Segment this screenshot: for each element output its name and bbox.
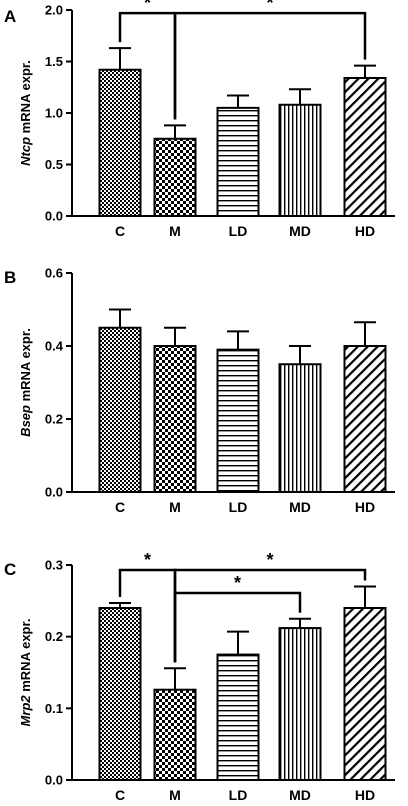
x-tick-label: C [115,223,125,239]
x-tick-label: HD [355,223,375,239]
bar-c [98,68,142,217]
y-tick-label: 0.5 [45,157,63,172]
bar-md [278,627,322,781]
y-tick-label: 0.1 [45,701,63,716]
y-axis-label: Bsep mRNA expr. [18,328,33,437]
y-tick-label: 2.0 [45,3,63,18]
significance-star: * [266,0,273,13]
y-tick-label: 1.0 [45,106,63,121]
x-tick-label: LD [229,223,248,239]
x-tick-label: LD [229,499,248,515]
y-axis-label-unit: mRNA expr. [18,60,33,137]
y-tick-label: 1.5 [45,54,63,69]
y-axis-label-unit: mRNA expr. [18,328,33,405]
x-tick-label: M [169,223,181,239]
panel-label: C [4,560,16,579]
bar-md [278,103,322,217]
y-tick-label: 0.2 [45,629,63,644]
x-tick-label: MD [289,787,311,803]
panel-label: A [4,7,16,26]
y-axis-label-gene: Bsep [18,405,33,437]
significance-star: * [234,573,241,593]
y-axis-label-unit: mRNA expr. [18,619,33,696]
significance-star: * [266,550,273,570]
x-tick-label: HD [355,787,375,803]
x-tick-label: LD [229,787,248,803]
bar-ld [216,348,260,493]
x-tick-label: M [169,787,181,803]
chart-panel-c: C Mrp2 mRNA expr. 0.0 0.1 0.2 0.3 C M LD MD HD * * * [4,550,395,803]
y-tick-label: 0.3 [45,558,63,573]
x-tick-label: MD [289,499,311,515]
y-axis-label: Ntcp mRNA expr. [18,60,33,166]
y-axis-label-gene: Mrp2 [18,695,33,727]
bar-md [278,363,322,493]
x-tick-label: M [169,499,181,515]
y-tick-label: 0.4 [45,339,64,354]
significance-star: * [144,550,151,570]
y-axis-label-gene: Ntcp [18,137,33,166]
y-tick-label: 0.2 [45,412,63,427]
y-tick-label: 0.0 [45,209,63,224]
significance-star: * [144,0,151,13]
y-tick-label: 0.0 [45,485,63,500]
bar-ld [216,653,260,781]
bar-c [98,607,142,781]
significance-bracket [173,11,367,120]
bar-ld [216,106,260,217]
chart-panel-b: B Bsep mRNA expr. 0.0 0.2 0.4 0.6 C M LD MD HD [4,266,395,515]
bar-hd [343,607,387,781]
bar-hd [343,76,387,218]
chart-panel-a: A Ntcp mRNA expr. 0.0 0.5 1.0 1.5 2.0 C M LD MD HD *… [4,0,395,239]
y-tick-label: 0.6 [45,266,63,281]
bar-m [153,688,197,782]
bar-hd [343,345,387,493]
x-tick-label: HD [355,499,375,515]
bar-c [98,326,142,493]
y-axis-label: Mrp2 mRNA expr. [18,619,33,727]
significance-bracket [173,591,302,663]
x-tick-label: MD [289,223,311,239]
bar-m [153,137,197,217]
panel-label: B [4,268,16,287]
significance-bracket [173,568,367,663]
y-tick-label: 0.0 [45,773,63,788]
x-tick-label: C [115,787,125,803]
x-tick-label: C [115,499,125,515]
bar-m [153,345,197,493]
